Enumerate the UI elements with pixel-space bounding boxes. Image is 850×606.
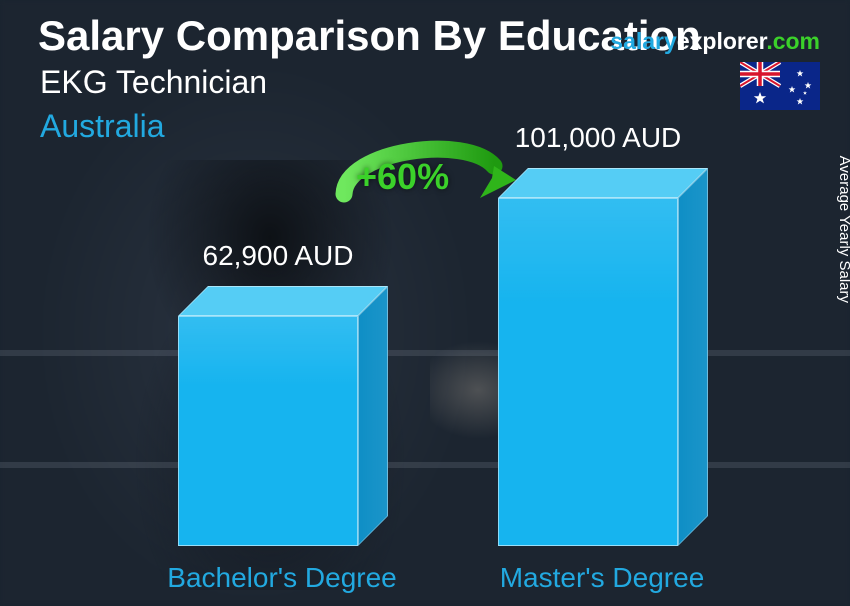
bar-front [498,198,678,546]
main-title: Salary Comparison By Education [38,12,701,60]
bar-value: 101,000 AUD [468,122,728,154]
percentage-increase: +60% [356,156,449,198]
brand-logo: salaryexplorer.com [610,28,820,55]
bar-top [178,286,388,316]
brand-secondary: explorer [677,28,767,54]
bar-side [678,168,708,546]
bar-side [358,286,388,546]
infographic-container: Salary Comparison By Education EKG Techn… [0,0,850,606]
brand-primary: salary [610,28,677,54]
job-title: EKG Technician [40,64,267,101]
bar-front [178,316,358,546]
bar-label: Master's Degree [452,562,752,594]
brand-domain: .com [766,28,820,54]
country-name: Australia [40,108,165,145]
bar-value: 62,900 AUD [148,240,408,272]
bar-top [498,168,708,198]
bar-chart: +60% 62,900 AUD Bachelor's Degree 101,00… [0,150,850,606]
bar-label: Bachelor's Degree [132,562,432,594]
australia-flag-icon [740,62,820,110]
